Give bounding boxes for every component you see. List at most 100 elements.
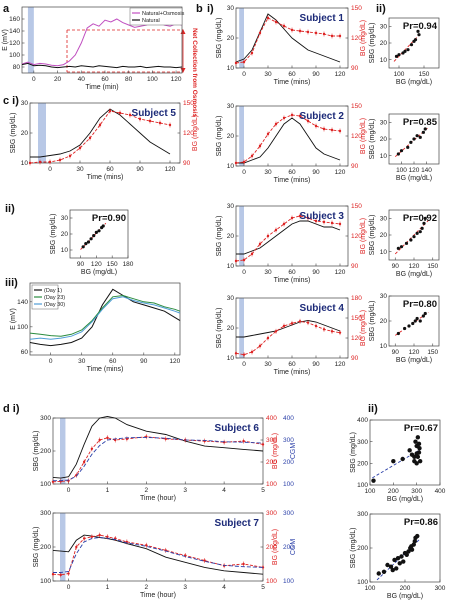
b2s-point xyxy=(421,130,425,134)
d6s-point xyxy=(407,448,412,453)
b4-yticks_right-label: 90 xyxy=(351,355,359,362)
c2-point xyxy=(101,224,105,228)
b3-series-sbg xyxy=(236,220,341,255)
chart-c1: 0 30 60 90 120 10 20 30 90 120 150 Subject 5 Time (m… xyxy=(10,100,199,181)
b3-xtick-label: 120 xyxy=(335,269,346,276)
c1-yticks_right-label: 90 xyxy=(183,160,191,167)
chart-c2: 90 120 150 180 10 20 30 Pr=0.90 BG (mg/dL) SBG (m… xyxy=(50,209,134,276)
b3s-xlabel: BG (mg/dL) xyxy=(396,271,432,278)
d7-yticks_right-label: 300 xyxy=(266,510,277,517)
b1-ytick-label: 20 xyxy=(227,35,235,42)
b2-series-sbg xyxy=(236,117,341,164)
b3s-point xyxy=(415,231,419,235)
c1-ytick-label: 20 xyxy=(21,130,29,137)
b3s-xtick-label: 90 xyxy=(392,263,400,270)
b3-ylabel-right: BG (mg/dL) xyxy=(360,218,367,254)
d6-yticks_right-label: 300 xyxy=(266,437,277,444)
b4-ytick-label: 10 xyxy=(227,355,235,362)
c1-xtick-label: 90 xyxy=(136,166,144,173)
d6-series-sbg xyxy=(52,415,264,479)
d6s-point xyxy=(417,445,422,451)
b2-ylabel-right: BG (mg/dL) xyxy=(360,118,367,154)
c2-point xyxy=(89,237,93,241)
b4s-point xyxy=(411,321,415,326)
d7s-point xyxy=(399,554,404,559)
c1-ytick-label: 30 xyxy=(21,100,29,107)
b1-yticks_right-label: 90 xyxy=(351,65,359,72)
b4s-ytick-label: 20 xyxy=(380,318,388,325)
c3-legend-label: (Day 23) xyxy=(44,295,65,301)
d7s-ytick-label: 200 xyxy=(357,545,368,552)
b1-series-sbg xyxy=(235,13,341,63)
d7-ylabel-right2: CGM xyxy=(290,539,297,556)
b2s-point xyxy=(418,135,422,139)
d7s-xlabel: BG (mg/dL) xyxy=(387,593,423,600)
d7s-point xyxy=(401,559,406,564)
net-collection-annotation: Net Collection from Osmosis xyxy=(66,28,198,118)
b1s-xlabel: BG (mg/dL) xyxy=(396,79,432,86)
b2s-point xyxy=(406,145,410,149)
d6s-xtick-label: 300 xyxy=(411,488,422,495)
a-ylabel: E (mV) xyxy=(2,29,9,51)
d7-xtick-label: 5 xyxy=(261,584,265,591)
chart-b4s: 90 120 150 10 20 30 Pr=0.80 BG (mg/dL) SBG (mg/d… xyxy=(369,293,440,364)
c3-legend-label: (Day 1) xyxy=(44,288,62,294)
d6s-xtick-label: 100 xyxy=(365,488,376,495)
d6s-point xyxy=(371,478,376,483)
d7s-point xyxy=(409,544,414,549)
b3s-fit-line xyxy=(394,220,429,255)
d7-xtick-label: 2 xyxy=(145,584,149,591)
d6-stimulus-band xyxy=(60,418,66,484)
d6-xtick-label: 3 xyxy=(183,487,187,494)
a-ytick-label: 160 xyxy=(9,16,20,23)
panel-label-d: d i) xyxy=(3,403,20,415)
b3-stimulus-band xyxy=(239,206,244,266)
b2s-point xyxy=(399,149,404,153)
b4s-point xyxy=(418,319,422,323)
d7s-point xyxy=(394,566,399,571)
c3-series-0 xyxy=(29,288,181,347)
d6-xtick-label: 0 xyxy=(67,487,71,494)
b2-series-bg xyxy=(235,114,341,164)
d6-ylabel-right2: CGM xyxy=(290,443,297,460)
d6-yticks_right2-label: 300 xyxy=(283,437,294,444)
panel-label-c-iii: iii) xyxy=(5,277,18,289)
a-frame xyxy=(21,6,183,74)
d6-ylabel: SBG (mg/dL) xyxy=(33,431,40,472)
b4s-ytick-label: 10 xyxy=(380,343,388,350)
a-xtick-label: 60 xyxy=(101,76,109,83)
chart-a: 0 20 40 60 80 100 120 80 100 120 140 160 Natural+Osm… xyxy=(2,6,185,91)
d7s-point xyxy=(415,533,420,539)
d7-xtick-label: 1 xyxy=(106,584,110,591)
b4s-point xyxy=(415,316,419,321)
b1s-point xyxy=(413,38,418,42)
c3-legend-label: (Day 30) xyxy=(44,302,65,308)
d6s-point xyxy=(400,456,405,462)
d6-yticks_right-label: 100 xyxy=(266,481,277,488)
c1-xtick-label: 30 xyxy=(76,166,84,173)
b2s-point xyxy=(396,152,400,156)
d7s-pr-label: Pr=0.86 xyxy=(404,517,438,528)
d6-xtick-label: 2 xyxy=(145,487,149,494)
d6-yticks_right2-label: 400 xyxy=(283,415,294,422)
b1-xtick-label: 90 xyxy=(312,71,320,78)
d6s-point xyxy=(412,454,417,460)
a-xtick-label: 80 xyxy=(125,76,133,83)
b2-title: Subject 2 xyxy=(300,111,345,122)
b4s-xtick-label: 120 xyxy=(409,349,420,356)
d6s-ytick-label: 100 xyxy=(357,482,368,489)
panel-label-b: b xyxy=(196,3,203,15)
c3-xtick-label: 120 xyxy=(169,358,180,365)
d6-xtick-label: 1 xyxy=(106,487,110,494)
d6s-xlabel: BG (mg/dL) xyxy=(387,496,423,503)
chart-b3: 0 30 60 90 120 10 20 30 90 120 150 Subject 3 Time (m… xyxy=(216,203,367,284)
chart-d6s: 100 200 300 400 100 200 300 400 Pr=0.67 BG (mg/dL… xyxy=(350,417,446,503)
b4s-pr-label: Pr=0.80 xyxy=(403,299,437,310)
chart-b4: 0 30 60 90 120 10 20 30 90 120 150 180 Subject 4 Time… xyxy=(216,295,367,376)
d7s-point xyxy=(406,549,411,554)
b3-ytick-label: 20 xyxy=(227,233,235,240)
d7s-point xyxy=(385,562,390,568)
d7-xlabel: Time (hour) xyxy=(140,592,176,599)
d6s-point xyxy=(414,451,419,456)
c2-point xyxy=(86,240,91,244)
